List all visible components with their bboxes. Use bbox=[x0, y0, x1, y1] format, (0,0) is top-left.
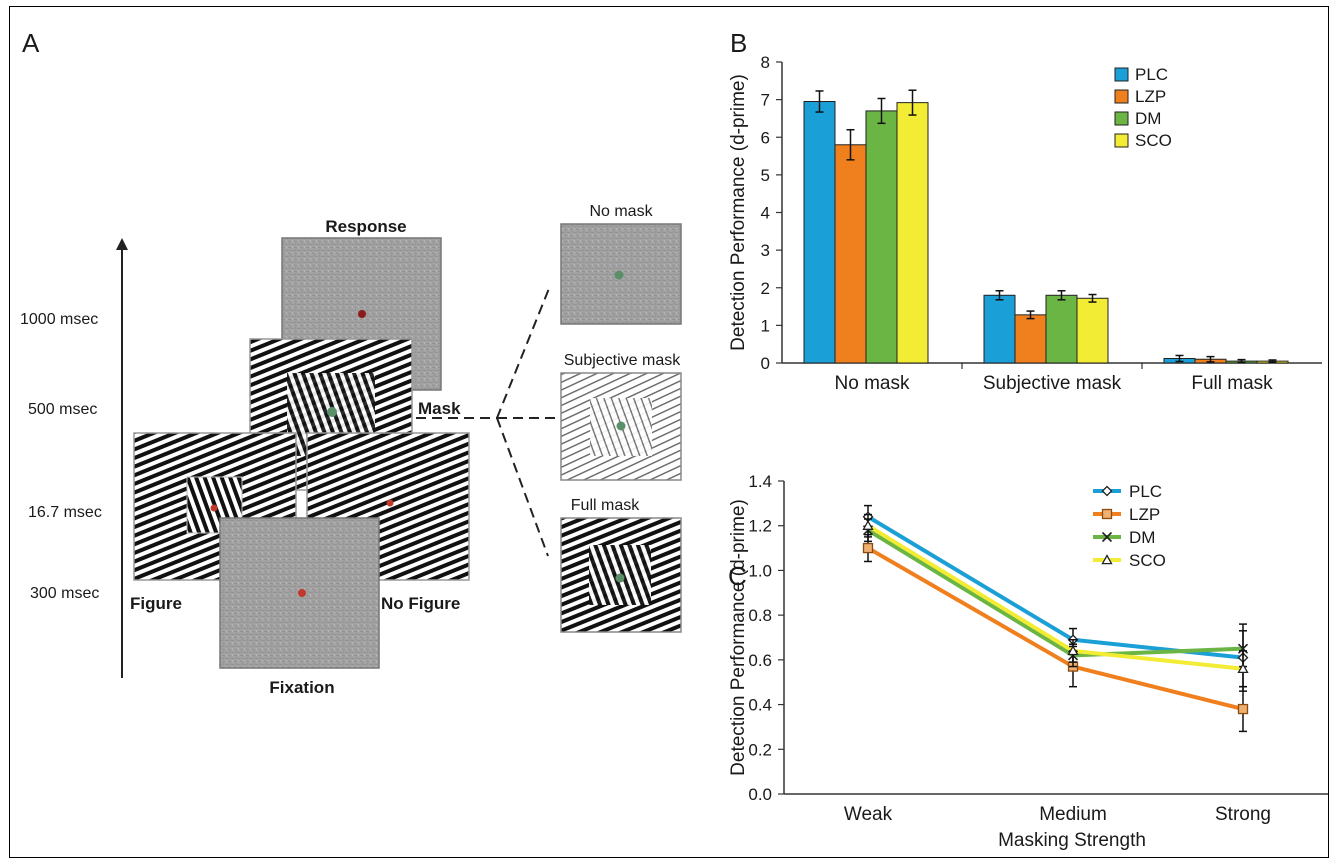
panel-label-b: B bbox=[730, 28, 747, 58]
subjective-mask-thumb-label: Subjective mask bbox=[564, 352, 681, 369]
legend-label-b: DM bbox=[1135, 109, 1161, 128]
marker-sco-1 bbox=[1067, 645, 1079, 656]
bar-plc-0 bbox=[803, 101, 836, 364]
panel-label-c: C bbox=[728, 561, 747, 591]
y-tick-label-c: 0.2 bbox=[748, 740, 772, 759]
x-tick-label-c: Medium bbox=[1039, 804, 1107, 825]
legend-label-c: SCO bbox=[1129, 551, 1166, 570]
response-fixation-dot bbox=[358, 310, 366, 318]
y-tick-label-b: 5 bbox=[761, 166, 770, 185]
time-label-500: 500 msec bbox=[28, 401, 97, 418]
y-tick-label-c: 1.0 bbox=[748, 561, 772, 580]
subjective-mask-thumb-dot bbox=[616, 421, 626, 431]
y-tick-label-b: 1 bbox=[761, 316, 770, 335]
full-mask-thumb-label: Full mask bbox=[571, 497, 640, 514]
y-tick-label-b: 7 bbox=[761, 91, 770, 110]
fixation-dot bbox=[298, 589, 306, 597]
y-tick-label-c: 0.4 bbox=[748, 696, 772, 715]
bar-plc-1 bbox=[983, 294, 1016, 364]
legend-marker-c bbox=[1101, 531, 1113, 543]
panel-label-a: A bbox=[22, 28, 40, 58]
response-label: Response bbox=[325, 217, 406, 236]
y-tick-label-c: 0.6 bbox=[748, 651, 772, 670]
legend-marker-c bbox=[1101, 508, 1113, 520]
y-tick-label-c: 1.2 bbox=[748, 517, 772, 536]
legend-swatch-b bbox=[1114, 67, 1129, 82]
chart-b: B Detection Performance (d-prime) 0 1 2 3 4 5 6 7… bbox=[728, 28, 1322, 394]
x-tick-label-c: Strong bbox=[1215, 804, 1271, 825]
bar-dm-1 bbox=[1045, 294, 1078, 364]
x-tick-label-c: Weak bbox=[844, 804, 893, 825]
marker-lzp-0 bbox=[862, 542, 874, 554]
fixation-label: Fixation bbox=[269, 678, 334, 697]
time-label-16-7: 16.7 msec bbox=[28, 504, 102, 521]
y-axis-title-c: Detection Performance (d-prime) bbox=[728, 499, 749, 776]
y-tick-label-b: 3 bbox=[761, 241, 770, 260]
legend-label-b: SCO bbox=[1135, 131, 1172, 150]
legend-label-b: LZP bbox=[1135, 87, 1166, 106]
mask-label: Mask bbox=[418, 399, 461, 418]
y-tick-label-c: 0.0 bbox=[748, 785, 772, 804]
legend-marker-c bbox=[1101, 485, 1113, 497]
bar-sco-0 bbox=[896, 102, 929, 364]
time-label-300: 300 msec bbox=[30, 585, 99, 602]
branch-no-mask bbox=[496, 285, 551, 419]
panel-a: A 1000 msec 500 msec 16.7 msec 300 msec … bbox=[20, 28, 682, 697]
y-tick-label-b: 2 bbox=[761, 279, 770, 298]
y-tick-label-b: 4 bbox=[761, 204, 770, 223]
bar-sco-1 bbox=[1076, 297, 1109, 364]
no-mask-thumb bbox=[560, 223, 682, 325]
series-line-plc bbox=[866, 515, 1244, 660]
full-mask-thumb-dot bbox=[615, 573, 625, 583]
y-tick-label-c: 1.4 bbox=[748, 472, 772, 491]
legend-label-c: PLC bbox=[1129, 482, 1162, 501]
series-line-sco bbox=[866, 524, 1244, 671]
bar-dm-0 bbox=[865, 110, 898, 364]
legend-swatch-b bbox=[1114, 89, 1129, 104]
marker-lzp-2 bbox=[1237, 703, 1249, 715]
mask-fixation-dot bbox=[327, 407, 337, 417]
marker-dm-2 bbox=[1237, 643, 1249, 654]
figure-dot bbox=[210, 504, 218, 512]
y-axis-title-b: Detection Performance (d-prime) bbox=[728, 74, 749, 351]
no-figure-dot bbox=[386, 499, 394, 507]
marker-sco-2 bbox=[1237, 662, 1249, 674]
bar-lzp-0 bbox=[834, 144, 867, 364]
figure-label: Figure bbox=[130, 594, 182, 613]
x-tick-label-b: Full mask bbox=[1191, 373, 1273, 394]
no-mask-thumb-dot bbox=[614, 270, 624, 280]
y-tick-label-c: 0.8 bbox=[748, 606, 772, 625]
x-tick-label-b: No mask bbox=[835, 373, 910, 394]
y-tick-label-b: 6 bbox=[761, 128, 770, 147]
time-label-1000: 1000 msec bbox=[20, 311, 98, 328]
subjective-mask-thumb bbox=[560, 372, 682, 481]
branch-full-mask bbox=[496, 417, 549, 557]
legend-label-b: PLC bbox=[1135, 65, 1168, 84]
bar-lzp-1 bbox=[1014, 314, 1047, 364]
x-tick-label-b: Subjective mask bbox=[983, 373, 1122, 394]
y-tick-label-b: 0 bbox=[761, 354, 770, 373]
x-axis-title-c: Masking Strength bbox=[998, 830, 1146, 851]
legend-swatch-b bbox=[1114, 111, 1129, 126]
legend-marker-c bbox=[1101, 554, 1113, 565]
legend-label-c: DM bbox=[1129, 528, 1155, 547]
legend-label-c: LZP bbox=[1129, 505, 1160, 524]
time-axis-arrowhead bbox=[116, 238, 128, 250]
marker-sco-0 bbox=[862, 519, 874, 530]
legend-swatch-b bbox=[1114, 133, 1129, 148]
figure-frame bbox=[9, 6, 1329, 858]
y-tick-label-b: 8 bbox=[761, 53, 770, 72]
no-figure-label: No Figure bbox=[381, 594, 460, 613]
no-mask-thumb-label: No mask bbox=[589, 203, 653, 220]
